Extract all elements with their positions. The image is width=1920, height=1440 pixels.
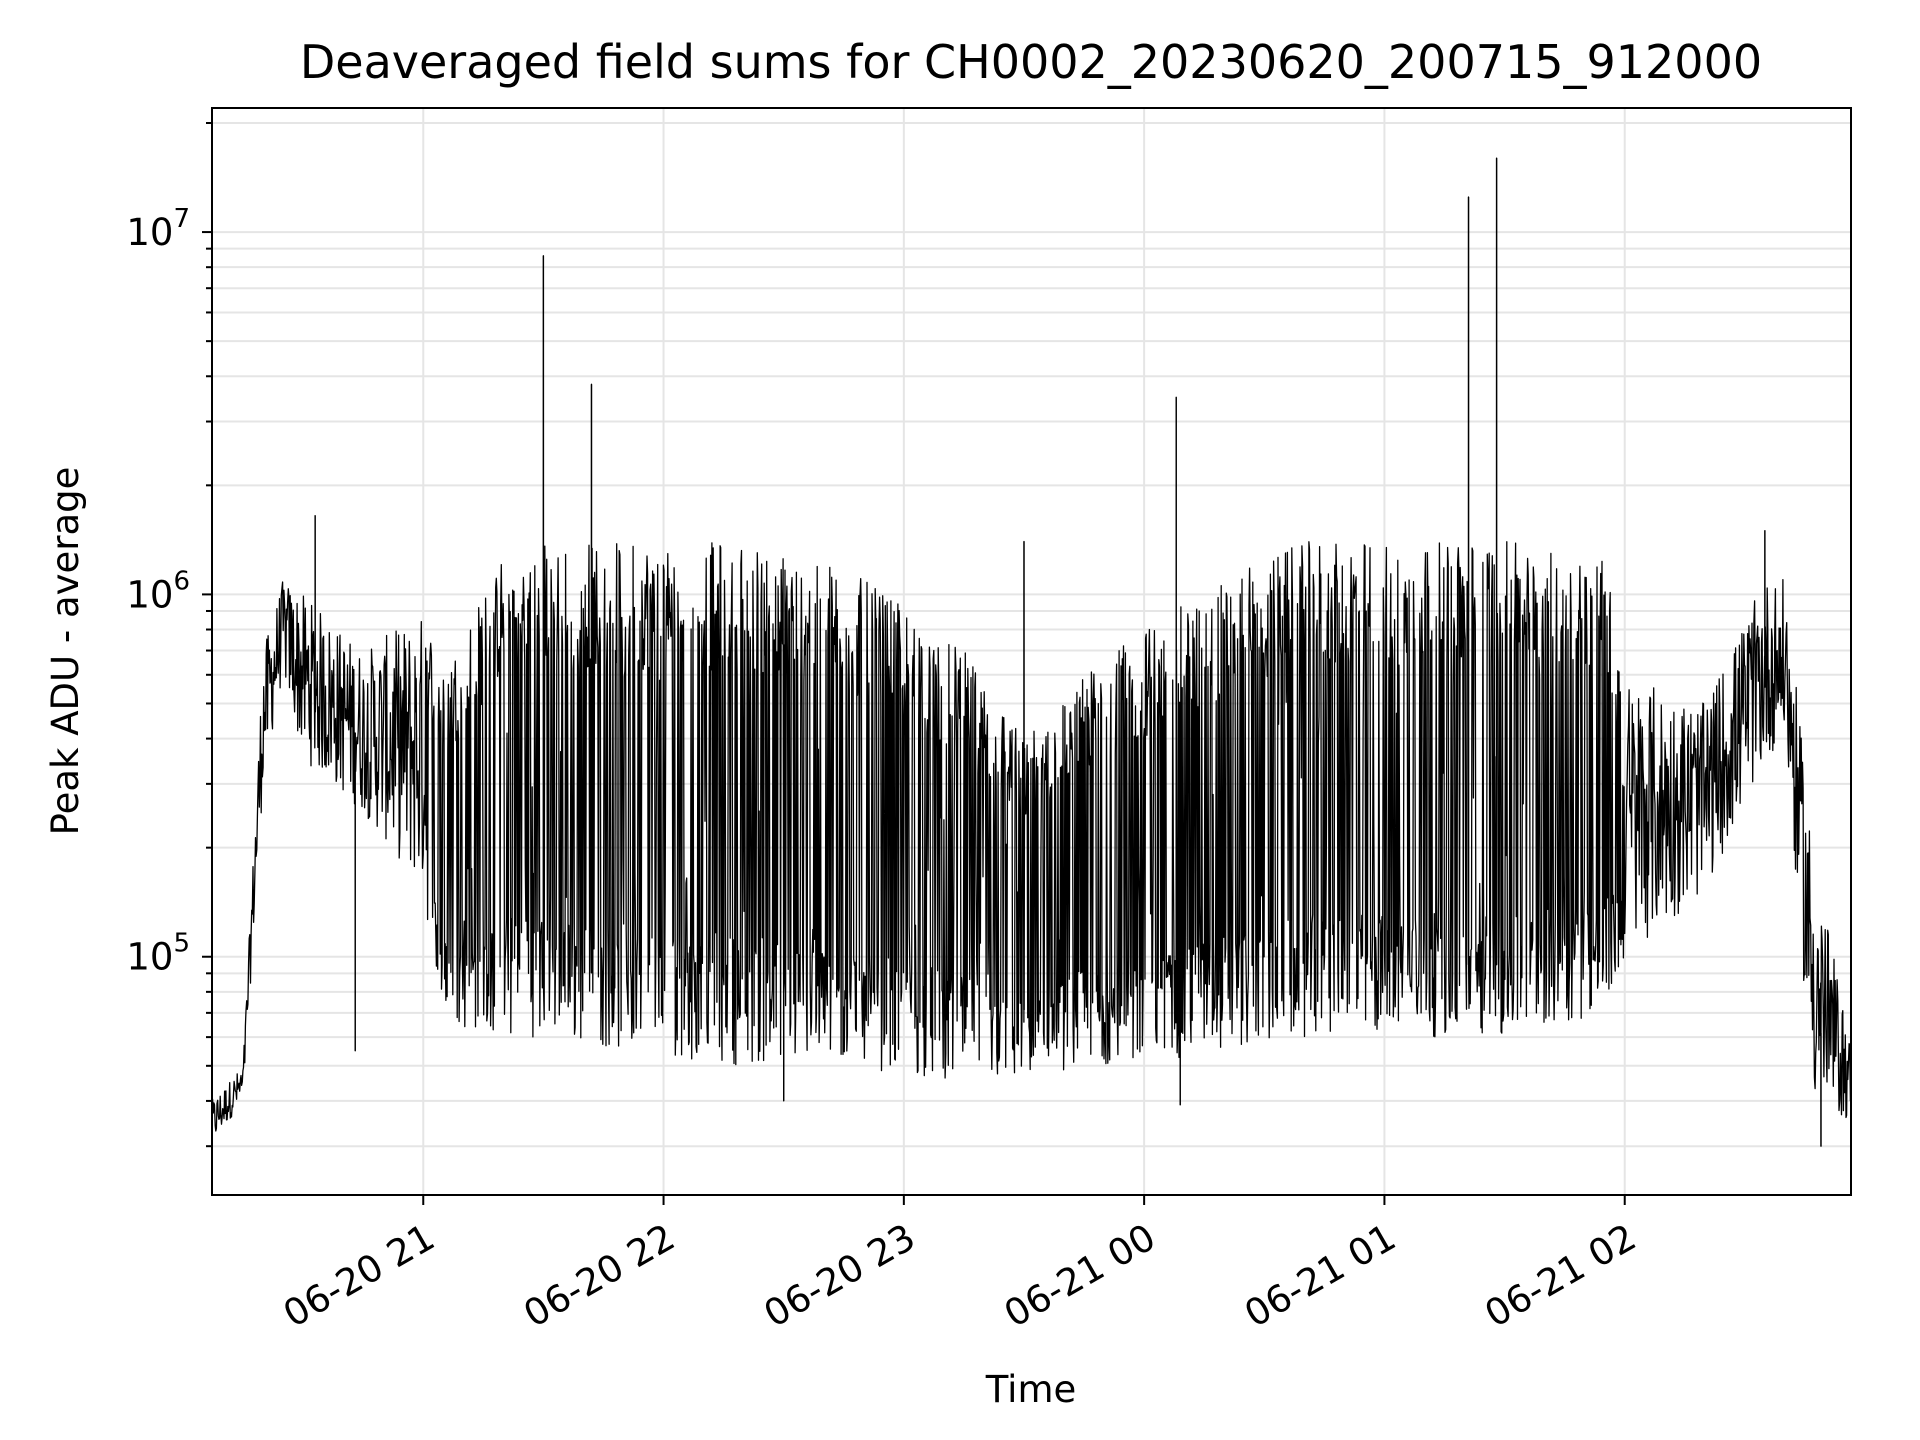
y-axis: 105 106 107 [126, 121, 212, 1148]
y-tick-label: 105 [126, 929, 190, 979]
series-line [211, 157, 1852, 1147]
series-path [211, 157, 1852, 1147]
y-tick-label: 106 [126, 566, 190, 616]
chart-title: Deaveraged field sums for CH0002_2023062… [300, 35, 1762, 89]
y-tick-label: 107 [126, 204, 190, 254]
x-axis-label: Time [985, 1368, 1077, 1411]
y-axis-label: Peak ADU - average [44, 467, 87, 836]
